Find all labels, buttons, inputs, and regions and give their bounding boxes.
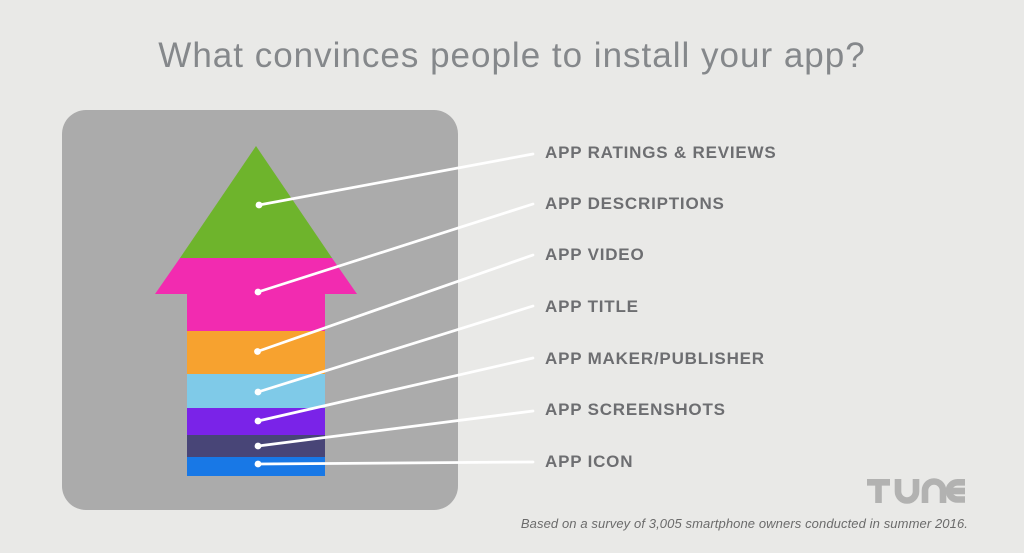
callout-dot-app-video bbox=[254, 348, 261, 355]
callout-label-app-ratings-reviews: APP RATINGS & REVIEWS bbox=[545, 143, 777, 162]
callout-dot-app-icon bbox=[254, 460, 262, 468]
callout-line-app-ratings-reviews bbox=[257, 152, 535, 207]
callout-line-app-video bbox=[256, 253, 535, 353]
tune-logo-letter-n bbox=[921, 478, 947, 503]
callout-label-app-title: APP TITLE bbox=[545, 297, 639, 316]
callout-dot-app-ratings-reviews bbox=[255, 201, 263, 209]
callout-line-app-screenshots bbox=[256, 409, 535, 448]
callout-line-app-title bbox=[256, 304, 535, 394]
callout-label-app-maker-publisher: APP MAKER/PUBLISHER bbox=[545, 349, 765, 368]
callout-line-app-descriptions bbox=[256, 202, 535, 294]
callout-label-app-icon: APP ICON bbox=[545, 452, 634, 471]
callout-label-app-video: APP VIDEO bbox=[545, 245, 645, 264]
callout-dot-app-screenshots bbox=[254, 442, 262, 450]
callout-label-app-screenshots: APP SCREENSHOTS bbox=[545, 400, 726, 419]
callout-lines bbox=[256, 152, 535, 466]
callout-dot-app-descriptions bbox=[254, 288, 262, 296]
tune-logo-letter-u bbox=[894, 479, 920, 504]
survey-note: Based on a survey of 3,005 smartphone ow… bbox=[520, 516, 968, 531]
callout-line-app-maker-publisher bbox=[256, 356, 535, 423]
callout-label-app-descriptions: APP DESCRIPTIONS bbox=[545, 194, 725, 213]
tune-logo-letter-e bbox=[945, 479, 965, 503]
callout-line-app-icon bbox=[256, 460, 535, 466]
page-title: What convinces people to install your ap… bbox=[158, 36, 866, 75]
callout-dot-app-title bbox=[254, 388, 262, 396]
callout-dots bbox=[254, 201, 263, 468]
segment-app-ratings-reviews bbox=[180, 146, 332, 258]
callout-dot-app-maker-publisher bbox=[254, 417, 262, 425]
tune-logo bbox=[867, 478, 965, 504]
